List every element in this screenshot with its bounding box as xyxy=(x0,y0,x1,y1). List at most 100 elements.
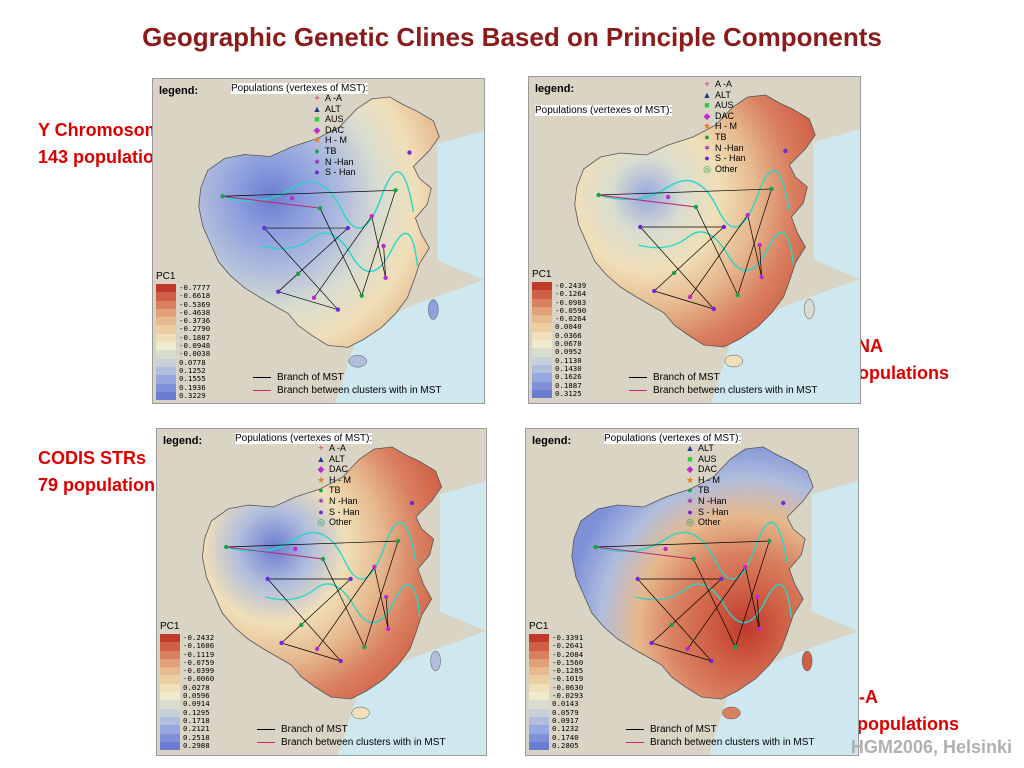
scale-swatch xyxy=(160,716,180,726)
population-legend-label: S - Han xyxy=(325,167,356,178)
population-vertex xyxy=(687,294,693,300)
population-legend-item: ▲ ALT xyxy=(684,443,729,454)
population-symbol-icon: ★ xyxy=(685,474,695,485)
scale-value: 0.0579 xyxy=(552,707,579,717)
mst-legend-line xyxy=(253,390,271,391)
y-chromosome-label-line2: 143 populations xyxy=(38,147,176,167)
footer-text: HGM2006, Helsinki xyxy=(850,737,1012,757)
population-vertex xyxy=(393,188,398,193)
population-legend-label: A -A xyxy=(329,443,347,453)
scale-swatch xyxy=(532,340,552,349)
codis-label: CODIS STRs 79 populations xyxy=(38,445,165,499)
river-line xyxy=(595,521,788,580)
scale-value: -0.0759 xyxy=(183,657,215,667)
population-symbol-icon: ▲ xyxy=(702,89,712,100)
population-legend-item: ▲ ALT xyxy=(701,90,746,101)
scale-row: 0.0366 xyxy=(532,331,586,341)
population-legend-item: ◎ Other xyxy=(684,517,729,528)
sea-south xyxy=(337,631,486,755)
scale-swatch xyxy=(532,323,552,332)
y-chromosome-label: Y Chromosomes 143 populations xyxy=(38,117,181,171)
scale-value: -0.3736 xyxy=(179,316,211,326)
mst-legend: Branch of MST Branch between clusters wit… xyxy=(626,723,815,749)
mst-branch-line xyxy=(693,558,736,648)
scale-row: -0.1285 xyxy=(529,666,583,676)
mst-legend-label: Branch of MST xyxy=(281,724,348,735)
river-line xyxy=(225,521,417,580)
scale-swatch xyxy=(160,667,180,676)
scale-value: 0.1555 xyxy=(179,374,206,384)
scale-swatch xyxy=(156,383,176,392)
scale-swatch xyxy=(532,315,552,324)
population-legend-label: TB xyxy=(698,485,710,496)
population-vertex xyxy=(320,556,326,562)
cluster-branch-line xyxy=(595,546,694,560)
population-vertex xyxy=(279,640,284,646)
scale-value: 0.0040 xyxy=(555,322,582,332)
scale-swatch xyxy=(532,290,552,299)
population-legend-item: ● TB xyxy=(311,146,356,157)
scale-swatch xyxy=(529,634,549,643)
mst-legend-line xyxy=(629,390,647,391)
scale-row: 0.0579 xyxy=(529,707,583,717)
scale-row: 0.1626 xyxy=(532,372,586,382)
river-line xyxy=(638,231,795,272)
scale-swatch xyxy=(160,700,180,709)
taiwan-island xyxy=(428,299,439,320)
scale-value: -0.0983 xyxy=(555,297,587,307)
mst-branch-line xyxy=(364,540,399,648)
mst-branch-line xyxy=(689,214,748,298)
population-vertex xyxy=(338,658,343,664)
scale-value: -0.1019 xyxy=(552,674,584,684)
scale-row: 0.0040 xyxy=(532,322,586,332)
population-symbol-icon: ● xyxy=(318,506,324,517)
scale-value: 0.1232 xyxy=(552,724,579,734)
population-vertex xyxy=(685,646,690,652)
population-symbol-icon: ◎ xyxy=(703,163,711,174)
population-legend-label: H - M xyxy=(698,474,720,485)
population-legend-label: S - Han xyxy=(698,506,729,517)
population-symbol-icon: ● xyxy=(687,506,693,517)
populations-header: Populations (vertexes of MST): xyxy=(604,433,742,444)
scale-value: 0.3229 xyxy=(179,390,206,400)
scale-value: 0.1740 xyxy=(552,732,579,742)
scale-swatch xyxy=(529,716,549,726)
mst-branch-line xyxy=(654,226,725,292)
population-vertex xyxy=(755,594,760,600)
population-legend-item: ★ H - M xyxy=(315,475,360,486)
scale-value: 0.1252 xyxy=(179,365,206,375)
scale-row: -0.7777 xyxy=(156,283,210,293)
scale-swatch xyxy=(156,350,176,359)
mst-legend-line xyxy=(626,729,644,730)
mst-branch-line xyxy=(226,540,399,548)
population-vertex xyxy=(220,194,225,199)
scale-swatch xyxy=(532,282,552,291)
population-legend-item: ● S - Han xyxy=(315,506,359,518)
scale-row: -0.6618 xyxy=(156,291,210,301)
population-symbol-icon: ◆ xyxy=(317,464,325,475)
sea-south xyxy=(335,279,484,403)
mst-legend-label: Branch between clusters with in MST xyxy=(650,737,815,748)
mst-branch-line xyxy=(598,188,772,196)
scale-row: 0.0778 xyxy=(156,358,210,367)
china-outline xyxy=(198,96,440,348)
scale-row: -0.0759 xyxy=(160,657,215,668)
scale-swatch xyxy=(529,741,549,751)
population-vertex xyxy=(295,271,301,276)
scale-row: -0.1887 xyxy=(156,333,210,343)
population-symbol-icon: ● xyxy=(687,485,693,496)
scale-row: -0.0060 xyxy=(160,675,214,684)
scale-value: -0.1560 xyxy=(552,657,584,667)
hainan-island xyxy=(724,354,743,368)
mst-branch-line xyxy=(651,642,712,662)
scale-row: -0.0630 xyxy=(529,683,583,693)
population-symbol-icon: ◎ xyxy=(686,517,694,528)
scale-swatch xyxy=(160,733,180,742)
scale-value: 0.0278 xyxy=(183,682,210,692)
population-legend-item: ★ H - M xyxy=(684,475,729,486)
mst-legend-item: Branch of MST xyxy=(629,371,818,384)
scale-row: -0.1560 xyxy=(529,657,584,668)
scale-value: 0.0670 xyxy=(555,339,582,349)
population-legend-label: DAC xyxy=(325,124,345,135)
mst-branch-line xyxy=(383,245,386,278)
